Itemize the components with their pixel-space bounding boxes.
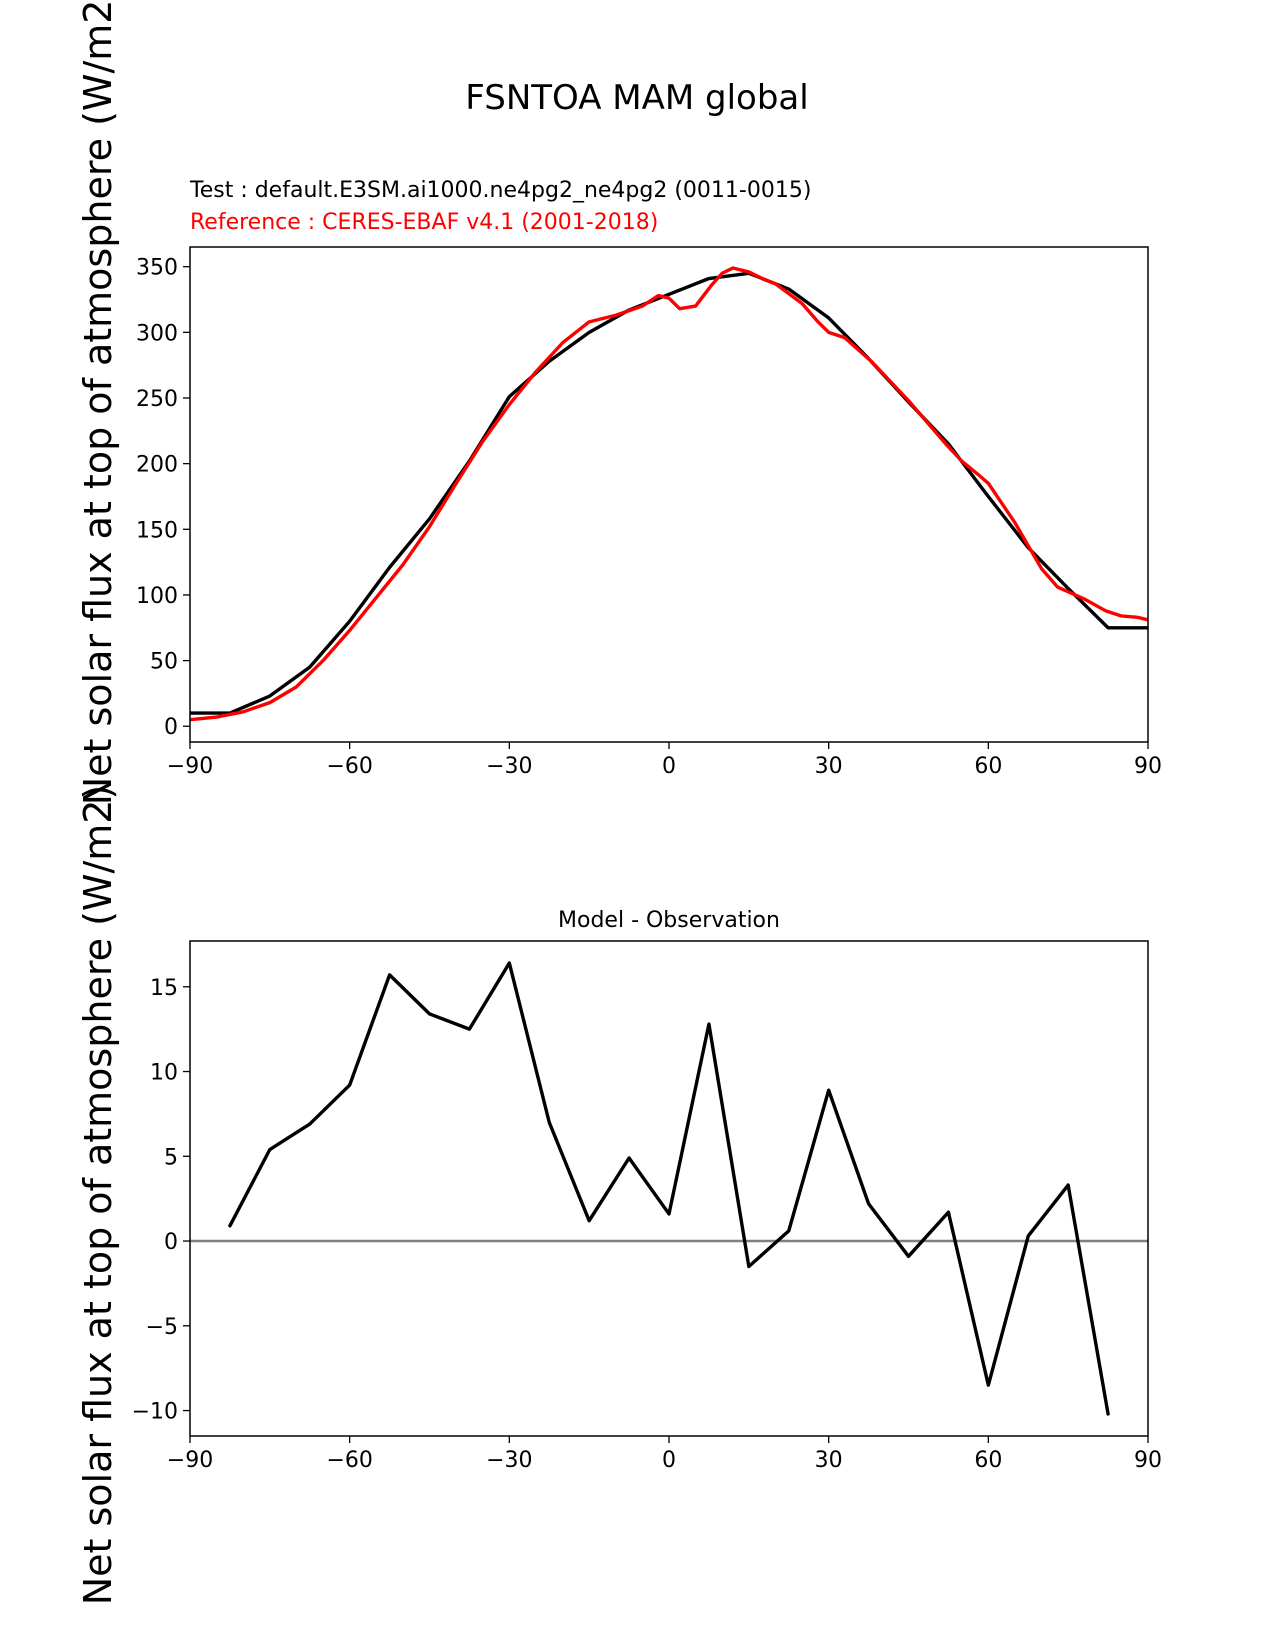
diff-panel-title: Model - Observation [558,908,780,933]
y-axis-label-top: Net solar flux at top of atmosphere (W/m… [76,0,120,805]
figure-title: FSNTOA MAM global [465,78,808,118]
x-tick-label: −30 [486,1448,532,1473]
x-tick-label: 90 [1134,754,1162,779]
y-tick-label: 10 [150,1061,178,1086]
reference-label: Reference : CERES-EBAF v4.1 (2001-2018) [190,210,658,235]
x-tick-label: −30 [486,754,532,779]
y-tick-label: −5 [146,1315,178,1340]
series-line-reference [190,266,1148,722]
x-tick-label: −90 [167,1448,213,1473]
y-tick-label: 250 [136,387,178,412]
y-tick-label: 50 [150,650,178,675]
y-axis-label-bottom: Net solar flux at top of atmosphere (W/m… [76,785,120,1606]
x-tick-label: 30 [815,1448,843,1473]
x-tick-label: −60 [326,1448,372,1473]
series-line-difference [228,961,1110,1416]
y-tick-label: 150 [136,518,178,543]
x-tick-label: 30 [815,754,843,779]
y-tick-label: 100 [136,584,178,609]
x-tick-label: 60 [974,754,1002,779]
x-tick-label: 0 [662,1448,676,1473]
test-label: Test : default.E3SM.ai1000.ne4pg2_ne4pg2… [189,178,811,203]
series-line-test [190,271,1148,715]
y-tick-label: 5 [164,1145,178,1170]
x-tick-label: 60 [974,1448,1002,1473]
y-tick-label: 300 [136,321,178,346]
y-tick-label: 200 [136,453,178,478]
y-tick-label: 350 [136,256,178,281]
x-tick-label: 0 [662,754,676,779]
x-tick-label: −60 [326,754,372,779]
x-tick-label: 90 [1134,1448,1162,1473]
zonal-mean-panel: −90 −60 −30 0 30 60 90 0 50 100 150 200 250 300 350 [136,246,1162,779]
y-tick-label: 15 [150,976,178,1001]
axes-frame [189,940,1149,1437]
y-tick-label: 0 [164,715,178,740]
difference-panel: −90 −60 −30 0 30 60 90 −10 −5 0 5 10 15 [132,940,1162,1473]
x-tick-label: −90 [167,754,213,779]
y-tick-label: 0 [164,1230,178,1255]
y-tick-label: −10 [132,1400,178,1425]
axes-frame [189,246,1149,743]
